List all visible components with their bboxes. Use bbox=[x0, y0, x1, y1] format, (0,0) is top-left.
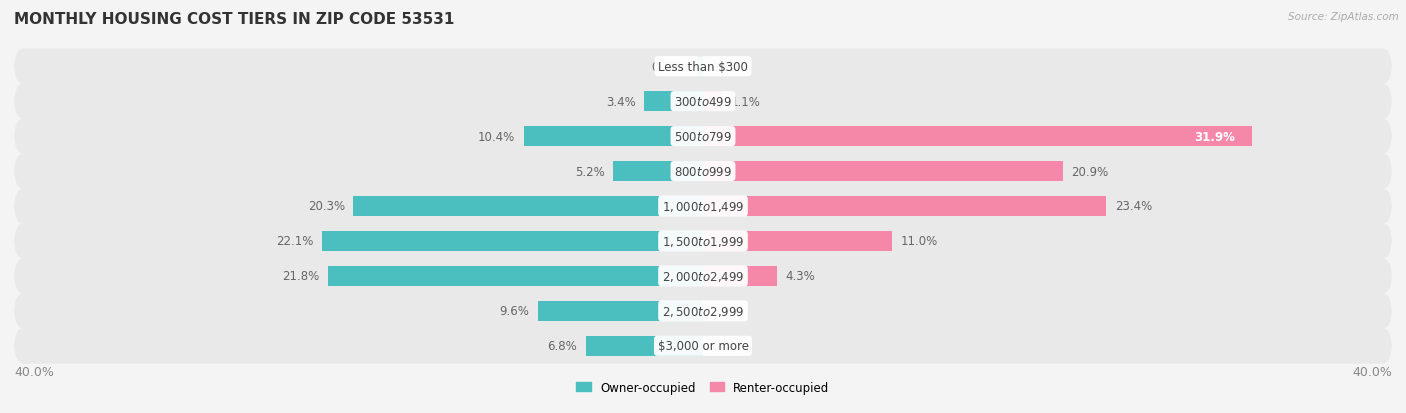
Text: $1,500 to $1,999: $1,500 to $1,999 bbox=[662, 235, 744, 248]
Bar bbox=[644, 92, 703, 112]
Text: 31.9%: 31.9% bbox=[1194, 130, 1236, 143]
Text: Source: ZipAtlas.com: Source: ZipAtlas.com bbox=[1288, 12, 1399, 22]
Text: 0.0%: 0.0% bbox=[711, 305, 741, 318]
Bar bbox=[703, 197, 1107, 216]
Text: 0.0%: 0.0% bbox=[711, 339, 741, 352]
FancyBboxPatch shape bbox=[14, 154, 1392, 190]
Text: Less than $300: Less than $300 bbox=[658, 61, 748, 74]
Text: 0.0%: 0.0% bbox=[711, 61, 741, 74]
Bar bbox=[524, 127, 703, 147]
Text: $500 to $799: $500 to $799 bbox=[673, 130, 733, 143]
FancyBboxPatch shape bbox=[14, 259, 1392, 294]
FancyBboxPatch shape bbox=[14, 84, 1392, 120]
Bar bbox=[703, 266, 778, 286]
Text: 11.0%: 11.0% bbox=[901, 235, 938, 248]
Text: 5.2%: 5.2% bbox=[575, 165, 605, 178]
Bar bbox=[613, 161, 703, 182]
Text: 1.1%: 1.1% bbox=[731, 95, 761, 108]
Text: $800 to $999: $800 to $999 bbox=[673, 165, 733, 178]
Text: 0.33%: 0.33% bbox=[652, 61, 689, 74]
FancyBboxPatch shape bbox=[14, 49, 1392, 85]
Bar bbox=[537, 301, 703, 321]
Text: MONTHLY HOUSING COST TIERS IN ZIP CODE 53531: MONTHLY HOUSING COST TIERS IN ZIP CODE 5… bbox=[14, 12, 454, 27]
Bar bbox=[328, 266, 703, 286]
Text: 9.6%: 9.6% bbox=[499, 305, 529, 318]
Bar bbox=[703, 231, 893, 252]
Text: 40.0%: 40.0% bbox=[1353, 365, 1392, 378]
Text: 20.9%: 20.9% bbox=[1071, 165, 1109, 178]
FancyBboxPatch shape bbox=[14, 119, 1392, 154]
Text: 21.8%: 21.8% bbox=[281, 270, 319, 283]
Text: 23.4%: 23.4% bbox=[1115, 200, 1152, 213]
Text: $300 to $499: $300 to $499 bbox=[673, 95, 733, 108]
Bar bbox=[353, 197, 703, 216]
Text: 3.4%: 3.4% bbox=[606, 95, 636, 108]
FancyBboxPatch shape bbox=[14, 293, 1392, 329]
Text: $2,500 to $2,999: $2,500 to $2,999 bbox=[662, 304, 744, 318]
FancyBboxPatch shape bbox=[14, 328, 1392, 364]
Text: 22.1%: 22.1% bbox=[277, 235, 314, 248]
Bar bbox=[703, 92, 721, 112]
Bar bbox=[697, 57, 703, 77]
Text: 4.3%: 4.3% bbox=[786, 270, 815, 283]
FancyBboxPatch shape bbox=[14, 189, 1392, 224]
FancyBboxPatch shape bbox=[14, 223, 1392, 259]
Text: $3,000 or more: $3,000 or more bbox=[658, 339, 748, 352]
Text: 20.3%: 20.3% bbox=[308, 200, 344, 213]
Text: 10.4%: 10.4% bbox=[478, 130, 515, 143]
Bar bbox=[586, 336, 703, 356]
Bar bbox=[703, 127, 1253, 147]
Text: 6.8%: 6.8% bbox=[547, 339, 578, 352]
Bar bbox=[703, 161, 1063, 182]
Text: $2,000 to $2,499: $2,000 to $2,499 bbox=[662, 269, 744, 283]
Text: $1,000 to $1,499: $1,000 to $1,499 bbox=[662, 199, 744, 214]
Bar bbox=[322, 231, 703, 252]
Text: 40.0%: 40.0% bbox=[14, 365, 53, 378]
Legend: Owner-occupied, Renter-occupied: Owner-occupied, Renter-occupied bbox=[572, 376, 834, 399]
